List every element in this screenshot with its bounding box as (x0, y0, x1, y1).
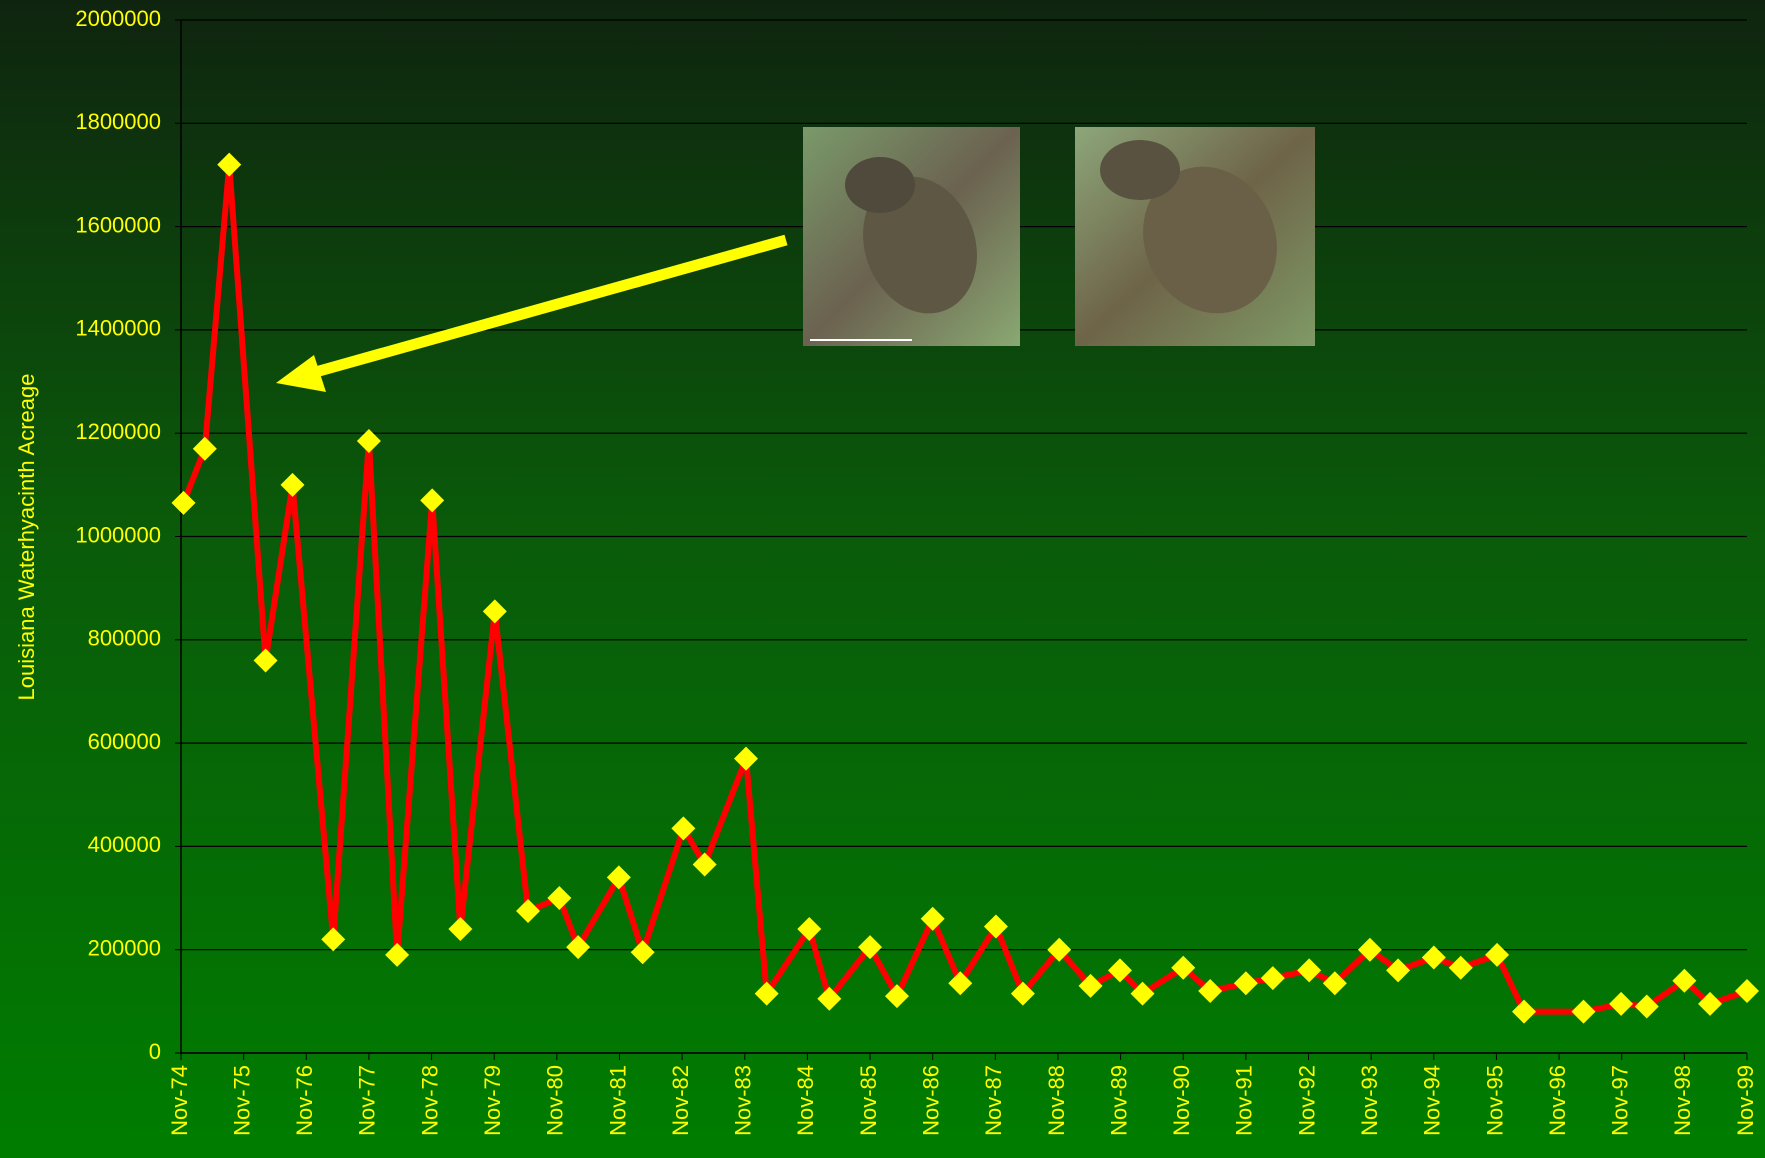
data-point (1107, 958, 1132, 983)
data-point (385, 942, 410, 967)
y-tick-label: 1600000 (75, 212, 161, 237)
x-tick-label: Nov-80 (543, 1065, 568, 1136)
data-point (1357, 937, 1382, 962)
data-point (1078, 973, 1103, 998)
x-tick-label: Nov-87 (981, 1065, 1006, 1136)
x-tick-label: Nov-83 (731, 1065, 756, 1136)
x-tick-label: Nov-91 (1232, 1065, 1257, 1136)
x-tick-label: Nov-96 (1545, 1065, 1570, 1136)
data-point (1634, 994, 1659, 1019)
data-point (217, 152, 242, 177)
data-point (692, 852, 717, 877)
data-point (1698, 991, 1723, 1016)
data-point (1047, 937, 1072, 962)
y-tick-label: 600000 (88, 729, 161, 754)
y-tick-label: 1400000 (75, 316, 161, 341)
x-tick-label: Nov-74 (167, 1065, 192, 1136)
x-tick-label: Nov-86 (918, 1065, 943, 1136)
data-point (1260, 966, 1285, 991)
plot-layer: 0 200000 400000 600000 800000 1000000 1200000 1… (75, 6, 1759, 1136)
data-point (547, 886, 572, 911)
data-point (948, 971, 973, 996)
data-point (192, 436, 217, 461)
y-axis-title: Louisiana Waterhyacinth Acreage (14, 374, 39, 701)
data-point (817, 986, 842, 1011)
data-point (1171, 955, 1196, 980)
data-point (983, 914, 1008, 939)
x-tick-label: Nov-77 (355, 1065, 380, 1136)
data-point (1735, 979, 1759, 1004)
data-point (606, 865, 631, 890)
data-point (1512, 999, 1537, 1024)
y-tick-label: 800000 (88, 626, 161, 651)
x-tick-label: Nov-95 (1482, 1065, 1507, 1136)
data-point (516, 898, 541, 923)
data-point (734, 746, 759, 771)
data-point (280, 472, 305, 497)
y-tick-label: 1000000 (75, 522, 161, 547)
data-point (1322, 971, 1347, 996)
data-point (1448, 955, 1473, 980)
x-tick-label: Nov-94 (1420, 1065, 1445, 1136)
x-tick-label: Nov-98 (1670, 1065, 1695, 1136)
data-point (1421, 945, 1446, 970)
data-point (671, 816, 696, 841)
y-tick-label: 0 (149, 1039, 161, 1064)
x-tick-label: Nov-79 (480, 1065, 505, 1136)
y-tick-label: 2000000 (75, 6, 161, 31)
x-tick-label: Nov-84 (793, 1065, 818, 1136)
data-point (420, 488, 445, 513)
y-tick-label: 200000 (88, 936, 161, 961)
x-tick-label: Nov-92 (1294, 1065, 1319, 1136)
data-point (1010, 981, 1035, 1006)
y-tick-label: 1200000 (75, 419, 161, 444)
data-point (321, 927, 346, 952)
data-point (754, 981, 779, 1006)
weevil-photo (803, 127, 1020, 346)
data-point (482, 599, 507, 624)
arrow (276, 234, 788, 392)
data-point (858, 935, 883, 960)
x-tick-label: Nov-89 (1106, 1065, 1131, 1136)
y-tick-label: 400000 (88, 832, 161, 857)
data-point (448, 917, 473, 942)
x-tick-label: Nov-93 (1357, 1065, 1382, 1136)
x-tick-label: Nov-88 (1044, 1065, 1069, 1136)
data-point (356, 428, 381, 453)
x-tick-label: Nov-82 (668, 1065, 693, 1136)
x-tick-label: Nov-75 (229, 1065, 254, 1136)
data-point (1297, 958, 1322, 983)
weevil-photo (1075, 127, 1315, 346)
data-point (253, 648, 278, 673)
data-point (1198, 979, 1223, 1004)
data-point (1386, 958, 1411, 983)
data-point (884, 984, 909, 1009)
data-point (1485, 942, 1510, 967)
data-point (920, 906, 945, 931)
x-tick-label: Nov-78 (417, 1065, 442, 1136)
x-tick-label: Nov-76 (292, 1065, 317, 1136)
x-tick-label: Nov-85 (856, 1065, 881, 1136)
data-point (1571, 999, 1596, 1024)
data-point (566, 935, 591, 960)
x-tick-label: Nov-90 (1169, 1065, 1194, 1136)
y-tick-label: 1800000 (75, 109, 161, 134)
x-tick-label: Nov-99 (1733, 1065, 1758, 1136)
x-tick-label: Nov-97 (1608, 1065, 1633, 1136)
data-point (1672, 968, 1697, 993)
data-point (171, 490, 196, 515)
data-point (1233, 971, 1258, 996)
x-tick-label: Nov-81 (605, 1065, 630, 1136)
data-point (1609, 991, 1634, 1016)
data-point (797, 917, 822, 942)
data-point (630, 940, 655, 965)
data-point (1130, 981, 1155, 1006)
